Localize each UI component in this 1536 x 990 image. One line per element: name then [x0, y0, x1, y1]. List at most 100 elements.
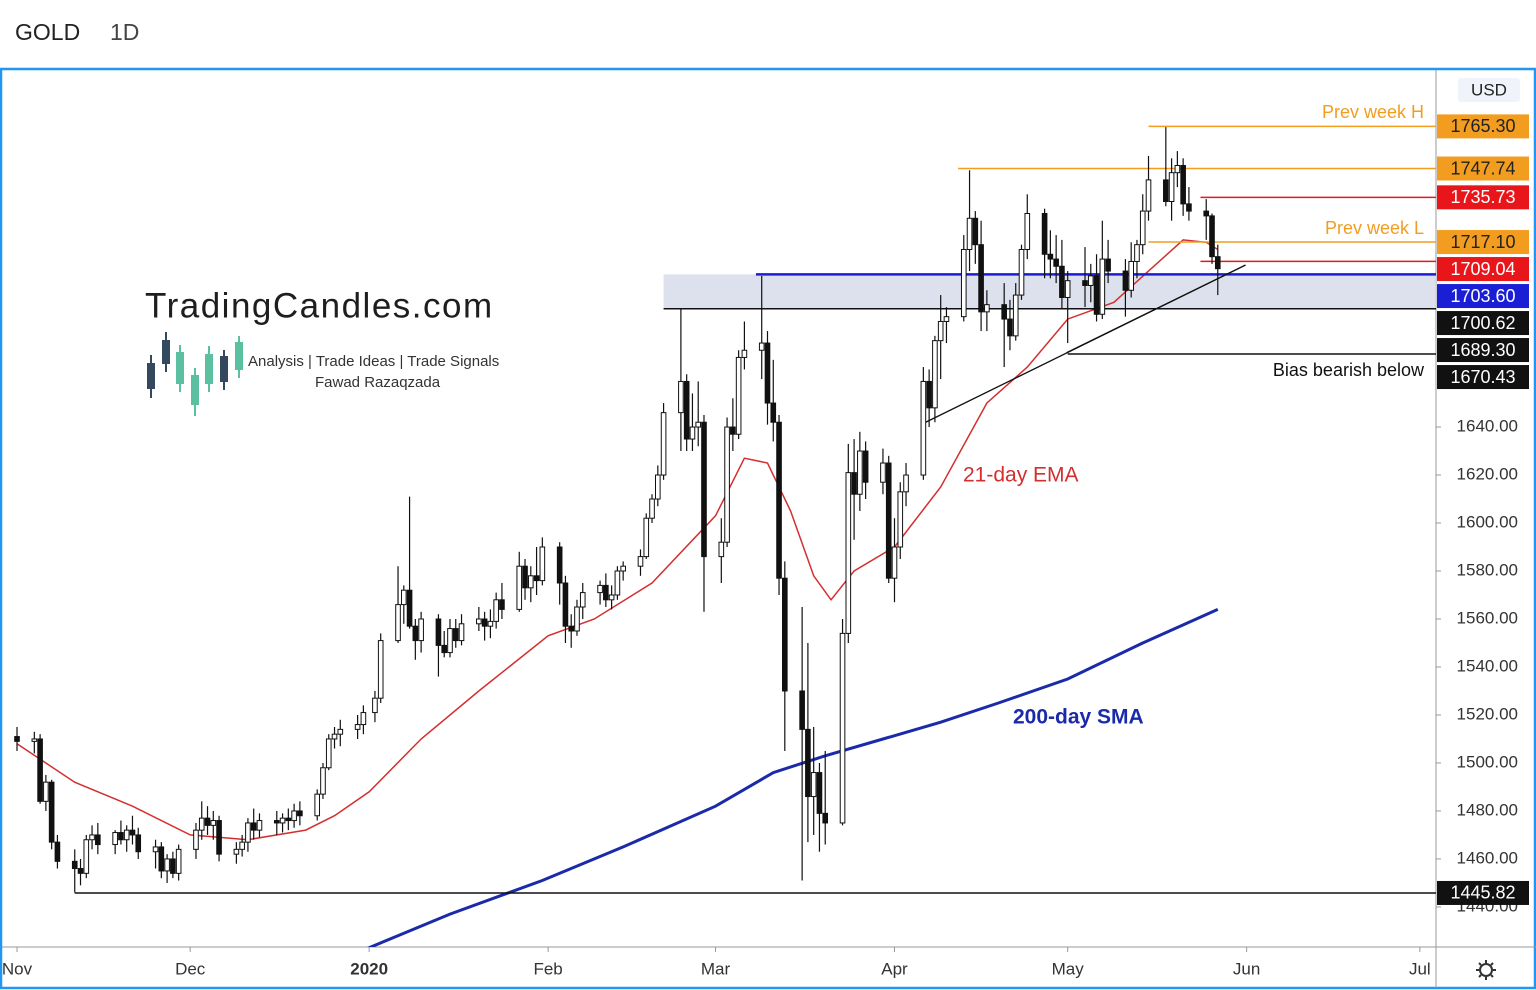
series-label: 200-day SMA: [1013, 706, 1144, 729]
candle-body: [476, 618, 482, 625]
candle-body: [568, 625, 575, 632]
candle-body: [400, 589, 407, 606]
settings-gear[interactable]: [1476, 960, 1496, 980]
candle-body: [862, 450, 869, 483]
candle-body: [1186, 203, 1192, 212]
candle-body: [158, 846, 165, 872]
candle-body: [805, 728, 811, 798]
candle-body: [1001, 304, 1007, 320]
candle-body: [701, 421, 707, 558]
price-label-box: [1437, 156, 1529, 181]
candle-body: [1145, 179, 1152, 212]
candle-body: [724, 426, 730, 543]
candle-body: [1168, 172, 1175, 202]
candle-body: [447, 628, 453, 654]
candle-body: [152, 846, 159, 853]
price-label: 1765.30: [1450, 116, 1515, 136]
currency-box[interactable]: [1458, 78, 1520, 102]
candle-body: [71, 860, 78, 870]
y-tick-label: 1520.00: [1457, 704, 1518, 723]
candle-body: [135, 834, 142, 853]
candle-body: [112, 832, 118, 846]
candle-body: [1018, 248, 1025, 296]
candle-body: [233, 848, 240, 855]
candle-body: [597, 584, 603, 594]
candle-body: [1093, 275, 1100, 315]
candle-body: [782, 577, 788, 692]
candle-body: [527, 575, 534, 589]
candle-body: [1087, 275, 1094, 286]
price-label: 1445.82: [1450, 883, 1515, 903]
logo-author: Fawad Razaqzada: [315, 374, 441, 391]
candle-body: [1122, 270, 1129, 291]
candle-body: [1180, 164, 1186, 205]
candle-body: [360, 712, 367, 726]
candle-body: [37, 738, 43, 802]
level-note: Bias bearish below: [1273, 360, 1425, 380]
candle-body: [984, 304, 990, 313]
candle-body: [487, 620, 494, 627]
trendline: [1066, 264, 1246, 354]
price-label-box: [1437, 338, 1529, 363]
x-tick-label: May: [1052, 959, 1085, 978]
interval[interactable]: 1D: [110, 19, 139, 45]
candle-body: [816, 772, 823, 814]
price-label: 1689.30: [1450, 340, 1515, 360]
candle-body: [198, 817, 205, 831]
x-tick-label: 2020: [350, 959, 388, 978]
candle-body: [83, 839, 90, 874]
candle-body: [556, 546, 563, 584]
candle-body: [1012, 294, 1019, 337]
candle-body: [1024, 212, 1031, 250]
candle-body: [337, 728, 344, 735]
candle-body: [1041, 212, 1048, 255]
candle-body: [683, 380, 690, 440]
candle-body: [435, 618, 442, 646]
candle-body: [966, 217, 973, 250]
x-tick-label: Jul: [1409, 959, 1431, 978]
candle-body: [620, 565, 626, 572]
x-tick-label: Nov: [2, 959, 33, 978]
price-label: 1670.43: [1450, 367, 1515, 387]
candle-body: [880, 462, 886, 483]
candle-body: [297, 810, 303, 817]
candle-body: [1128, 260, 1134, 291]
candle-body: [48, 781, 55, 843]
candle-body: [1105, 258, 1111, 272]
moving-average: [16, 239, 1219, 841]
candle-body: [89, 834, 95, 841]
candle-body: [885, 462, 892, 579]
price-label: 1717.10: [1450, 232, 1515, 252]
candle-body: [799, 690, 805, 730]
candle-body: [123, 829, 130, 841]
candle-body: [77, 868, 84, 874]
candle-body: [493, 599, 499, 622]
candle-body: [1082, 280, 1088, 286]
logo-name: TradingCandles.com: [145, 286, 494, 325]
price-label-box: [1437, 257, 1529, 282]
candle-body: [539, 546, 546, 582]
price-label-box: [1437, 284, 1529, 309]
candle-body: [579, 592, 586, 608]
candle-body: [406, 589, 413, 627]
candle-body: [851, 472, 857, 495]
candle-body: [845, 472, 852, 634]
candle-body: [654, 474, 661, 500]
candle-body: [1174, 164, 1181, 174]
candle-body: [204, 817, 211, 826]
candle-body: [170, 858, 176, 874]
candle-body: [770, 402, 777, 423]
y-tick-label: 1600.00: [1457, 513, 1518, 532]
candle-body: [822, 812, 829, 824]
candle-body: [839, 632, 846, 824]
x-tick-label: Dec: [175, 959, 206, 978]
candle-body: [239, 841, 245, 850]
candle-body: [978, 244, 984, 313]
symbol[interactable]: GOLD: [15, 19, 80, 45]
series-label: 21-day EMA: [963, 464, 1079, 487]
price-label: 1700.62: [1450, 313, 1515, 333]
currency[interactable]: USD: [1471, 80, 1507, 99]
price-label-box: [1437, 880, 1529, 905]
x-tick-label: Apr: [881, 959, 908, 978]
